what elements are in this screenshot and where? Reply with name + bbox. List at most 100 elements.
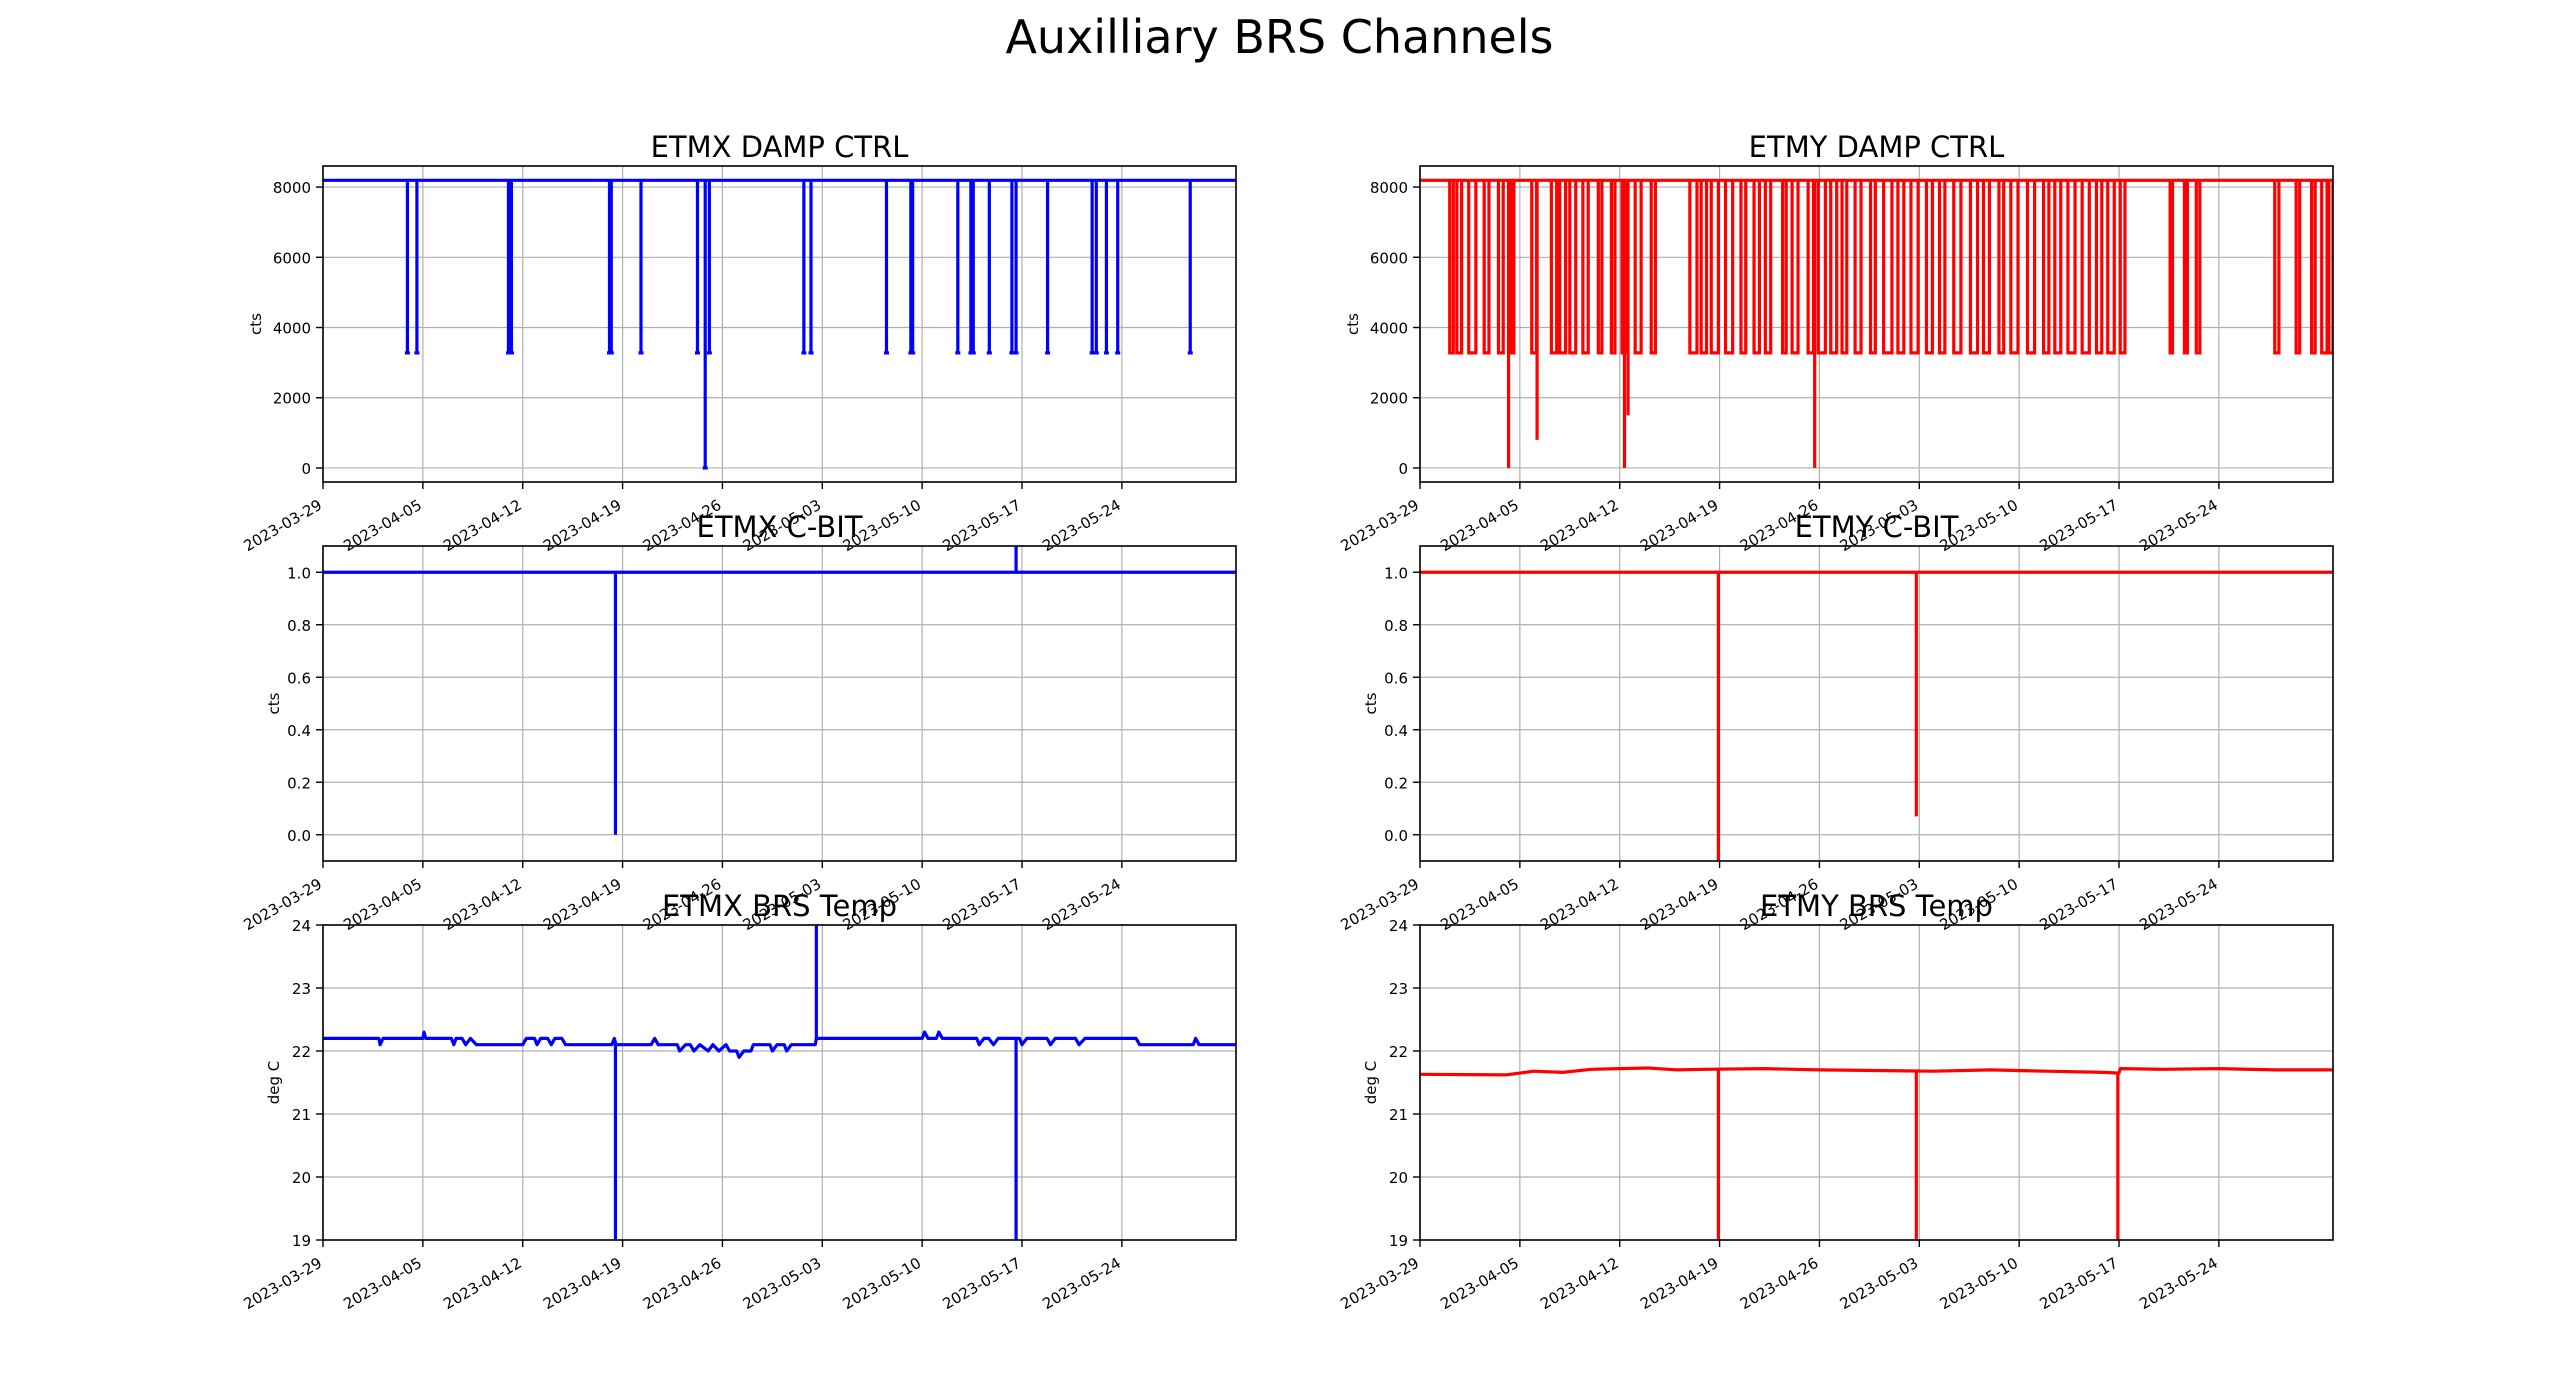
y-tick-label: 0.4: [1384, 722, 1408, 740]
x-tick-label: 2023-04-26: [640, 1254, 725, 1313]
x-tick-label: 2023-05-17: [940, 1254, 1025, 1313]
y-tick-label: 19: [292, 1232, 311, 1250]
axes-frame: [1419, 165, 2334, 483]
series-etmx-temp: [323, 925, 1236, 1240]
series-etmy-damp: [1420, 178, 2333, 468]
y-axis-label: deg C: [265, 1061, 283, 1105]
y-tick-label: 1.0: [1384, 564, 1408, 582]
y-tick-label: 19: [1389, 1232, 1408, 1250]
low-segment: [1558, 180, 1568, 355]
y-tick-label: 8000: [1370, 179, 1408, 197]
x-tick-label: 2023-03-29: [240, 875, 325, 934]
low-segment: [2182, 180, 2189, 355]
x-tick-label: 2023-05-10: [840, 1254, 925, 1313]
y-tick-label: 22: [292, 1043, 311, 1061]
x-tick-label: 2023-04-05: [340, 1254, 425, 1313]
y-tick-label: 24: [1389, 917, 1408, 935]
low-segment: [1709, 180, 1720, 355]
y-tick-label: 0.0: [287, 827, 311, 845]
y-tick-label: 20: [1389, 1169, 1408, 1187]
y-tick-label: 23: [292, 980, 311, 998]
low-segment: [1780, 180, 1788, 355]
low-segment: [1609, 180, 1617, 355]
x-tick-label: 2023-05-17: [2037, 1254, 2122, 1313]
low-segment: [2294, 180, 2302, 355]
low-segment: [2080, 180, 2091, 355]
low-segment: [1868, 180, 1877, 355]
low-segment: [1688, 180, 1699, 355]
y-tick-label: 0.8: [287, 617, 311, 635]
low-segment: [1882, 180, 1894, 355]
y-tick-label: 8000: [273, 179, 311, 197]
y-tick-label: 0.8: [1384, 617, 1408, 635]
low-segment: [2320, 180, 2329, 355]
x-tick-label: 2023-04-26: [1737, 1254, 1822, 1313]
chart-etmy-temp: 19 20 21 22 23 24 2023-03-29 2023-04-05 2023-04-…: [1337, 889, 2334, 1313]
chart-title: ETMY C-BIT: [1795, 510, 1959, 544]
y-tick-label: 0.6: [287, 669, 311, 687]
x-tick-label: 2023-04-19: [1637, 1254, 1722, 1313]
series-etmx-cbit: [323, 546, 1236, 835]
low-segment: [1699, 180, 1709, 355]
y-axis-label: cts: [1362, 692, 1380, 714]
series-etmy-cbit: [1420, 570, 2333, 861]
series-etmy-temp: [1420, 1066, 2333, 1240]
y-tick-label: 2000: [273, 390, 311, 408]
y-axis-label: deg C: [1362, 1061, 1380, 1105]
low-segment: [1816, 180, 1827, 355]
y-tick-label: 21: [292, 1106, 311, 1124]
low-segment: [1448, 180, 1455, 355]
low-segment: [2118, 180, 2127, 355]
low-segment: [1853, 180, 1863, 355]
y-tick-label: 22: [1389, 1043, 1408, 1061]
y-tick-label: 2000: [1370, 390, 1408, 408]
low-segment: [1924, 180, 1934, 355]
series-line: [323, 1030, 1236, 1059]
low-segment: [1739, 180, 1748, 355]
low-segment: [1633, 180, 1643, 355]
x-tick-label: 2023-04-12: [1537, 1254, 1622, 1313]
y-tick-label: 21: [1389, 1106, 1408, 1124]
x-tick-label: 2023-04-05: [1437, 1254, 1522, 1313]
low-segment: [2053, 180, 2063, 355]
low-segment: [1496, 180, 1505, 355]
x-tick-label: 2023-03-29: [1337, 496, 1422, 555]
y-axis-label: cts: [247, 313, 265, 335]
x-tick-label: 2023-03-29: [240, 496, 325, 555]
x-tick-label: 2023-05-03: [1837, 1254, 1922, 1313]
low-segment: [1549, 180, 1559, 355]
low-segment: [2327, 180, 2333, 355]
low-segment: [1997, 180, 2006, 355]
chart-title: ETMX C-BIT: [697, 510, 863, 544]
low-segment: [1952, 180, 1963, 355]
series-etmx-damp: [323, 178, 1236, 470]
y-axis-label: cts: [1344, 313, 1362, 335]
low-segment: [2094, 180, 2104, 355]
low-segment: [2106, 180, 2116, 355]
low-segment: [1723, 180, 1735, 355]
chart-title: ETMY DAMP CTRL: [1749, 130, 2005, 164]
low-segment: [2310, 180, 2317, 355]
x-tick-label: 2023-05-24: [2136, 1254, 2221, 1313]
y-tick-label: 6000: [1370, 249, 1408, 267]
chart-title: ETMY BRS Temp: [1760, 889, 1993, 923]
y-tick-label: 23: [1389, 980, 1408, 998]
x-tick-label: 2023-03-29: [1337, 1254, 1422, 1313]
y-tick-label: 0: [1398, 460, 1408, 478]
chart-title: ETMX BRS Temp: [662, 889, 897, 923]
x-tick-label: 2023-03-29: [240, 1254, 325, 1313]
y-tick-label: 0.6: [1384, 669, 1408, 687]
low-segment: [1568, 180, 1578, 355]
low-segment: [1763, 180, 1773, 355]
chart-title: ETMX DAMP CTRL: [651, 130, 909, 164]
low-segment: [2194, 180, 2202, 355]
y-tick-label: 6000: [273, 249, 311, 267]
low-segment: [1596, 180, 1604, 355]
low-segment: [2009, 180, 2020, 355]
low-segment: [1981, 180, 1992, 355]
